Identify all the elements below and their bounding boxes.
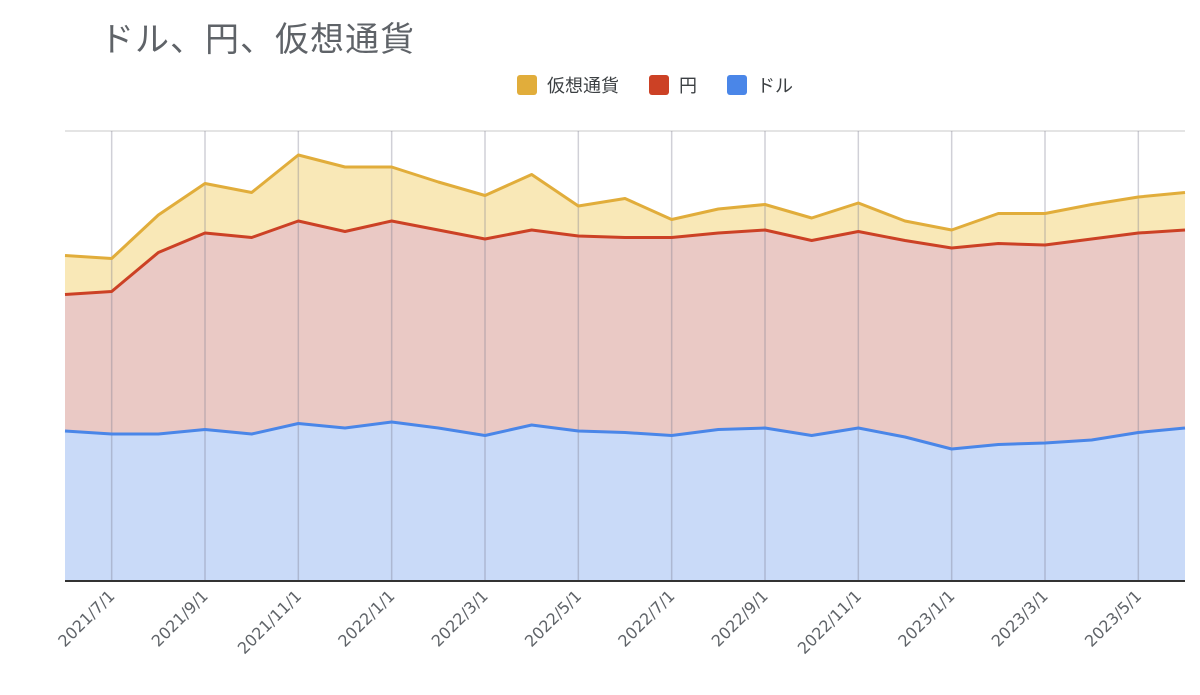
x-tick-label: 2022/1/1	[334, 586, 398, 650]
legend-label: 円	[679, 76, 697, 97]
legend: 仮想通貨 円 ドル	[0, 72, 1200, 98]
legend-item: 仮想通貨	[517, 72, 619, 98]
x-tick-label: 2022/9/1	[708, 586, 772, 650]
legend-item: ドル	[727, 72, 793, 98]
legend-swatch	[649, 75, 669, 95]
line-円	[64, 219, 1186, 296]
x-tick-label: 2021/7/1	[54, 586, 118, 650]
area-ドル	[65, 422, 1185, 581]
area-仮想通貨	[65, 155, 1185, 295]
line-仮想通貨	[64, 153, 1186, 260]
x-tick-label: 2022/11/1	[794, 586, 865, 657]
legend-swatch	[517, 75, 537, 95]
x-tick-label: 2022/3/1	[428, 586, 492, 650]
x-tick-label: 2023/5/1	[1081, 586, 1145, 650]
chart-title: ドル、円、仮想通貨	[100, 20, 415, 60]
x-tick-label: 2022/7/1	[614, 586, 678, 650]
x-tick-label: 2022/5/1	[521, 586, 585, 650]
legend-item: 円	[649, 72, 697, 98]
x-tick-label: 2021/11/1	[234, 586, 305, 657]
legend-label: 仮想通貨	[547, 76, 619, 97]
x-tick-label: 2021/9/1	[148, 586, 212, 650]
x-tick-label: 2023/1/1	[894, 586, 958, 650]
line-ドル	[64, 420, 1186, 451]
legend-swatch	[727, 75, 747, 95]
legend-label: ドル	[757, 76, 793, 97]
x-tick-label: 2023/3/1	[988, 586, 1052, 650]
area-円	[65, 221, 1185, 449]
